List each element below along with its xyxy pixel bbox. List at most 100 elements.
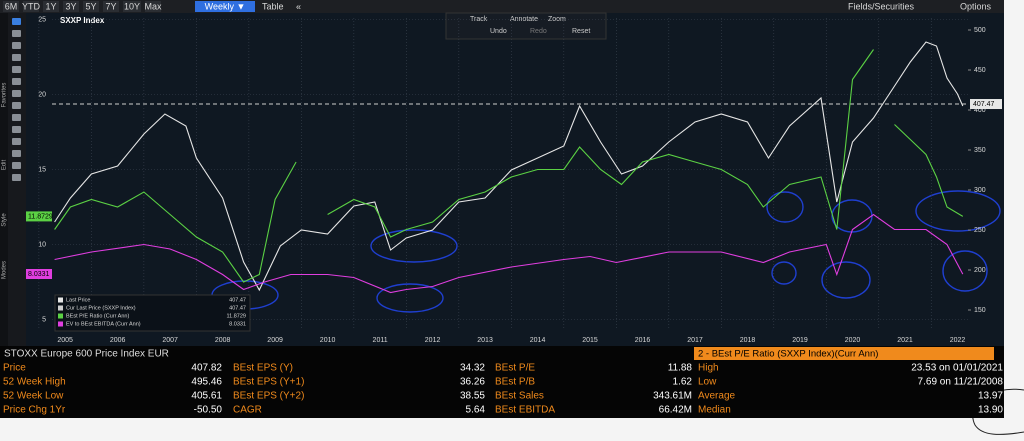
frequency-button[interactable] — [195, 1, 255, 12]
legend-value: 8.0331 — [229, 321, 246, 327]
options-button[interactable]: Options — [960, 1, 992, 11]
stat-value: -50.50 — [194, 405, 223, 416]
stat-label: BEst P/B — [495, 377, 535, 388]
tool-icon[interactable] — [12, 174, 21, 181]
y2-tick-label: 350 — [974, 147, 986, 154]
range-label: 6M — [5, 1, 18, 11]
chart-tool[interactable]: Reset — [572, 28, 590, 35]
stat-value: 34.32 — [460, 363, 485, 374]
stat-label: Price — [3, 363, 26, 374]
x-tick-label: 2008 — [215, 337, 231, 344]
range-button[interactable] — [103, 1, 119, 12]
range-label: 10Y — [124, 1, 140, 11]
tool-icon[interactable] — [12, 66, 21, 73]
y2-tick-label: 400 — [974, 107, 986, 114]
x-tick-label: 2018 — [740, 337, 756, 344]
x-tick-label: 2006 — [110, 337, 126, 344]
x-tick-label: 2022 — [950, 337, 966, 344]
range-button[interactable] — [43, 1, 59, 12]
pe-header — [694, 347, 994, 360]
stat-label: 52 Week High — [3, 377, 66, 388]
chart-tool[interactable]: Redo — [530, 28, 547, 35]
stat-value: 66.42M — [659, 405, 692, 416]
x-tick-label: 2016 — [635, 337, 651, 344]
stat-label: BEst P/E — [495, 363, 535, 374]
tool-icon[interactable] — [12, 42, 21, 49]
series-line — [54, 49, 964, 283]
collapse-button[interactable]: « — [296, 1, 301, 11]
y2-tick-label: 200 — [974, 267, 986, 274]
value-flag — [26, 211, 52, 222]
x-tick-label: 2014 — [530, 337, 546, 344]
tool-icon[interactable] — [12, 126, 21, 133]
range-label: 3Y — [65, 1, 76, 11]
y2-tick-label: 150 — [974, 307, 986, 314]
frequency-label: Weekly ▼ — [205, 1, 246, 11]
y2-tick-label: 250 — [974, 227, 986, 234]
side-label: Edit — [2, 160, 8, 171]
range-button[interactable] — [83, 1, 99, 12]
legend-value: 407.47 — [229, 305, 246, 311]
stat-value: 23.53 on 01/01/2021 — [911, 363, 1003, 374]
tool-icon[interactable] — [12, 30, 21, 37]
tool-icon[interactable] — [12, 138, 21, 145]
series-line — [54, 41, 964, 292]
value-flag — [26, 269, 52, 280]
value-flag-label: 8.0331 — [28, 271, 50, 278]
side-label: Modes — [2, 261, 8, 279]
legend-value: 407.47 — [229, 297, 246, 303]
x-tick-label: 2021 — [897, 337, 913, 344]
tool-icon[interactable] — [12, 102, 21, 109]
range-button[interactable] — [145, 1, 161, 12]
tool-icon[interactable] — [12, 162, 21, 169]
legend-label: EV to BEst EBITDA (Curr Ann) — [66, 321, 141, 327]
tool-icon[interactable] — [12, 150, 21, 157]
pe-title: 2 - BEst P/E Ratio (SXXP Index)(Curr Ann… — [698, 349, 878, 360]
fields-button[interactable]: Fields/Securities — [848, 1, 915, 11]
legend-label: BEst P/E Ratio (Curr Ann) — [66, 313, 129, 319]
price-flag — [970, 99, 1002, 110]
x-tick-label: 2015 — [582, 337, 598, 344]
tool-icon[interactable] — [12, 54, 21, 61]
range-label: 1Y — [45, 1, 56, 11]
stat-value: 7.69 on 11/21/2008 — [918, 377, 1004, 388]
x-tick-label: 2010 — [320, 337, 336, 344]
range-label: Max — [144, 1, 162, 11]
stat-value: 5.64 — [466, 405, 486, 416]
table-button[interactable]: Table — [262, 1, 284, 11]
stat-label: High — [698, 363, 719, 374]
x-tick-label: 2019 — [792, 337, 808, 344]
stat-value: 13.90 — [978, 405, 1003, 416]
legend-label: Last Price — [66, 297, 90, 303]
y2-tick-label: 300 — [974, 187, 986, 194]
range-button[interactable] — [23, 1, 39, 12]
chart-tool[interactable]: Undo — [490, 28, 507, 35]
range-button[interactable] — [123, 1, 141, 12]
x-tick-label: 2011 — [373, 337, 388, 344]
stats-title: STOXX Europe 600 Price Index EUR — [4, 349, 169, 360]
price-flag-label: 407.47 — [973, 101, 995, 108]
chart-tool[interactable]: Zoom — [548, 16, 566, 23]
x-tick-label: 2007 — [162, 337, 178, 344]
stat-label: BEst EPS (Y) — [233, 363, 293, 374]
stat-value: 13.97 — [978, 391, 1003, 402]
stat-label: 52 Week Low — [3, 391, 64, 402]
tool-icon[interactable] — [12, 18, 21, 25]
stat-value: 36.26 — [460, 377, 485, 388]
range-button[interactable] — [63, 1, 79, 12]
tool-icon[interactable] — [12, 78, 21, 85]
tool-icon[interactable] — [12, 90, 21, 97]
legend — [54, 294, 251, 332]
y-tick-label: 20 — [38, 91, 46, 98]
legend-label: Cur Last Price (SXXP Index) — [66, 305, 136, 311]
x-tick-label: 2012 — [425, 337, 441, 344]
stat-label: Price Chg 1Yr — [3, 405, 66, 416]
stat-value: 495.46 — [191, 377, 222, 388]
x-tick-label: 2017 — [687, 337, 703, 344]
tool-icon[interactable] — [12, 114, 21, 121]
legend-swatch — [58, 313, 63, 319]
chart-tool[interactable]: Annotate — [510, 16, 538, 23]
range-button[interactable] — [3, 1, 19, 12]
legend-swatch — [58, 321, 63, 327]
legend-swatch — [58, 297, 63, 303]
